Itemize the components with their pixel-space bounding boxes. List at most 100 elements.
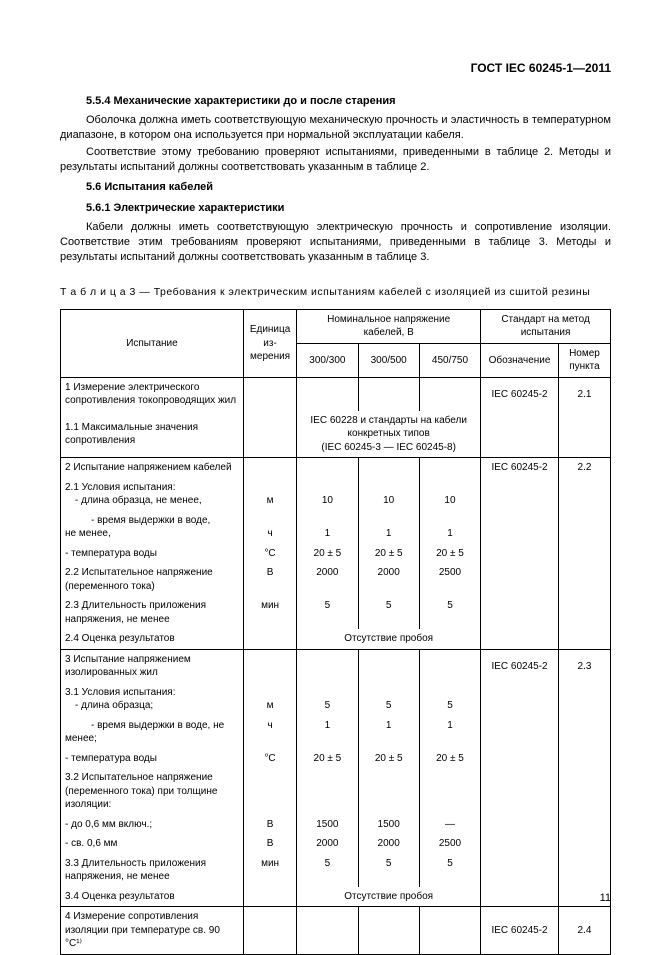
table-row: - до 0,6 мм включ.; В 1500 1500 — xyxy=(61,815,611,835)
label: менее; xyxy=(65,733,97,744)
cell-note: IEC 60228 и стандарты на кабели конкретн… xyxy=(297,411,481,458)
table-row: 3.2 Испытательное напряжение (переменног… xyxy=(61,768,611,815)
cell-std xyxy=(481,815,559,835)
cell-std xyxy=(481,629,559,649)
cell-v2: 5 xyxy=(358,683,419,716)
cell-unit xyxy=(243,649,296,683)
cell-v2: 10 xyxy=(358,478,419,511)
cell-test: 1 Измерение электрического сопротивления… xyxy=(61,377,244,411)
cell-v3 xyxy=(419,907,480,955)
cell-v3: 20 ± 5 xyxy=(419,749,480,769)
cell-test: 2.2 Испытательное напряжение (переменног… xyxy=(61,563,244,596)
cell-pt: 2.4 xyxy=(558,907,610,955)
label: - время выдержки в воде, не xyxy=(65,720,224,731)
cell-unit: м xyxy=(243,478,296,511)
th-nominal: Номинальное напряжение кабелей, В xyxy=(297,309,481,343)
cell-note: Отсутствие пробоя xyxy=(297,887,481,907)
cell-test: - до 0,6 мм включ.; xyxy=(61,815,244,835)
page: ГОСТ IEC 60245-1—2011 5.5.4 Механические… xyxy=(0,0,661,936)
cell-std: IEC 60245-2 xyxy=(481,907,559,955)
label: 3.1 Условия испытания: xyxy=(65,687,175,698)
cell-pt xyxy=(558,834,610,854)
cell-v2 xyxy=(358,768,419,815)
cell-test: 3 Испытание напряжением изолированных жи… xyxy=(61,649,244,683)
cell-unit: мин xyxy=(243,854,296,887)
cell-v1: 20 ± 5 xyxy=(297,544,358,564)
table-row: 2.3 Длительность приложения напряжения, … xyxy=(61,596,611,629)
cell-std xyxy=(481,596,559,629)
cell-pt xyxy=(558,629,610,649)
cell-v3: 10 xyxy=(419,478,480,511)
cell-pt xyxy=(558,563,610,596)
cell-unit: В xyxy=(243,834,296,854)
cell-test: - св. 0,6 мм xyxy=(61,834,244,854)
cell-pt xyxy=(558,716,610,749)
table-row: - время выдержки в воде, не менее, ч 1 1… xyxy=(61,511,611,544)
cell-pt xyxy=(558,749,610,769)
cell-test: 3.2 Испытательное напряжение (переменног… xyxy=(61,768,244,815)
cell-v3: 2500 xyxy=(419,563,480,596)
table-row: - температура воды °С 20 ± 5 20 ± 5 20 ±… xyxy=(61,749,611,769)
cell-pt: 2.2 xyxy=(558,458,610,478)
cell-test: 2 Испытание напряжением кабелей xyxy=(61,458,244,478)
cell-v1: 2000 xyxy=(297,563,358,596)
cell-v2: 1500 xyxy=(358,815,419,835)
para-5-5-4-1: Оболочка должна иметь соответствующую ме… xyxy=(60,113,611,143)
cell-v1 xyxy=(297,907,358,955)
cell-v3 xyxy=(419,377,480,411)
table-row: 4 Измерение сопротивления изоляции при т… xyxy=(61,907,611,955)
cell-v1 xyxy=(297,458,358,478)
cell-unit: мин xyxy=(243,596,296,629)
heading-5-5-4: 5.5.4 Механические характеристики до и п… xyxy=(86,94,611,109)
cell-std xyxy=(481,768,559,815)
cell-unit: В xyxy=(243,563,296,596)
cell-v3 xyxy=(419,649,480,683)
cell-v1: 10 xyxy=(297,478,358,511)
cell-v2: 1 xyxy=(358,511,419,544)
cell-unit: м xyxy=(243,683,296,716)
cell-test: - температура воды xyxy=(61,544,244,564)
cell-v3: — xyxy=(419,815,480,835)
cell-pt xyxy=(558,815,610,835)
cell-test: - температура воды xyxy=(61,749,244,769)
cell-test: 2.4 Оценка результатов xyxy=(61,629,244,649)
cell-unit: °С xyxy=(243,544,296,564)
table-row: 2.2 Испытательное напряжение (переменног… xyxy=(61,563,611,596)
label: - длина образца; xyxy=(65,700,153,711)
cell-unit xyxy=(243,629,296,649)
heading-5-6: 5.6 Испытания кабелей xyxy=(86,180,611,195)
cell-std xyxy=(481,478,559,511)
document-id: ГОСТ IEC 60245-1—2011 xyxy=(60,60,611,76)
table-row: 2.4 Оценка результатов Отсутствие пробоя xyxy=(61,629,611,649)
cell-v2: 2000 xyxy=(358,563,419,596)
cell-std: IEC 60245-2 xyxy=(481,377,559,411)
cell-v1 xyxy=(297,377,358,411)
cell-note: Отсутствие пробоя xyxy=(297,629,481,649)
cell-std xyxy=(481,716,559,749)
cell-v1 xyxy=(297,649,358,683)
cell-test: 3.4 Оценка результатов xyxy=(61,887,244,907)
cell-std xyxy=(481,749,559,769)
cell-v3: 5 xyxy=(419,854,480,887)
cell-pt: 2.3 xyxy=(558,649,610,683)
cell-unit xyxy=(243,411,296,458)
cell-std xyxy=(481,834,559,854)
cell-std xyxy=(481,683,559,716)
cell-v2 xyxy=(358,458,419,478)
cell-std xyxy=(481,511,559,544)
cell-pt xyxy=(558,596,610,629)
cell-test: - время выдержки в воде, не менее; xyxy=(61,716,244,749)
cell-std xyxy=(481,854,559,887)
table-row: 3.4 Оценка результатов Отсутствие пробоя xyxy=(61,887,611,907)
label: 2.1 Условия испытания: xyxy=(65,482,175,493)
cell-unit: ч xyxy=(243,716,296,749)
th-designation: Обозначение xyxy=(481,343,559,377)
page-number: 11 xyxy=(600,891,611,906)
cell-pt: 2.1 xyxy=(558,377,610,411)
table-row: 3.1 Условия испытания: - длина образца; … xyxy=(61,683,611,716)
cell-v3: 20 ± 5 xyxy=(419,544,480,564)
cell-v2: 2000 xyxy=(358,834,419,854)
cell-v2: 5 xyxy=(358,596,419,629)
table-caption: Т а б л и ц а 3 — Требования к электриче… xyxy=(60,285,611,299)
cell-v3 xyxy=(419,458,480,478)
